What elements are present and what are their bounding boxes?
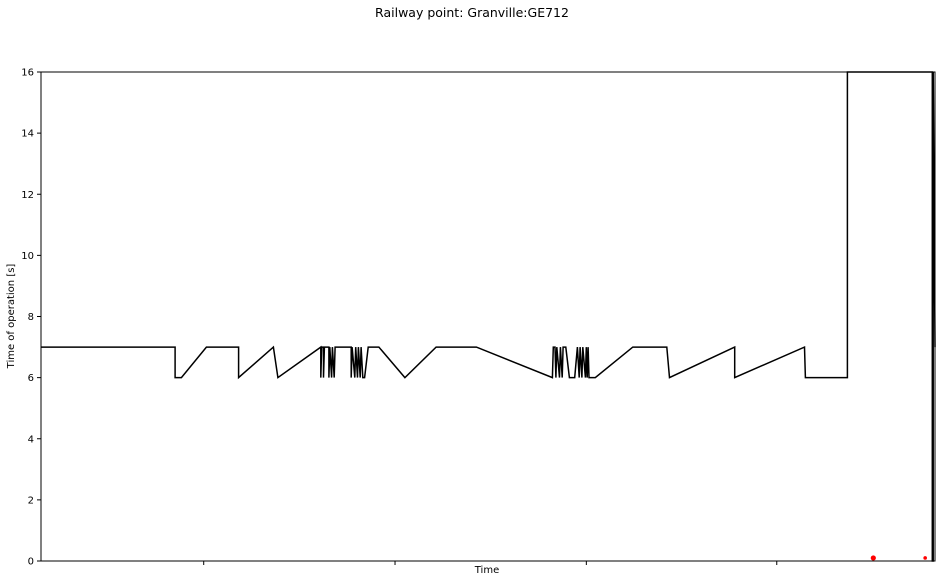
red-marker-point <box>923 556 927 560</box>
y-tick-label: 14 <box>21 129 34 140</box>
series-line-0 <box>41 71 936 562</box>
y-tick-label: 0 <box>28 557 34 568</box>
y-axis-label: Time of operation [s] <box>6 264 17 370</box>
y-tick-label: 10 <box>21 251 34 262</box>
y-tick-label: 8 <box>28 312 34 323</box>
y-tick-label: 2 <box>28 495 34 506</box>
y-tick-label: 16 <box>21 68 34 79</box>
y-tick-label: 6 <box>28 373 34 384</box>
red-marker-point <box>870 555 876 561</box>
plot-frame <box>40 71 936 562</box>
y-tick-label: 4 <box>28 434 34 445</box>
y-tick-label: 12 <box>21 190 34 201</box>
chart-title: Railway point: Granville:GE712 <box>375 5 569 20</box>
x-axis-label: Time <box>474 565 499 576</box>
plot-area: 0 2 4 6 8 10 12 14 16 <box>21 68 936 568</box>
